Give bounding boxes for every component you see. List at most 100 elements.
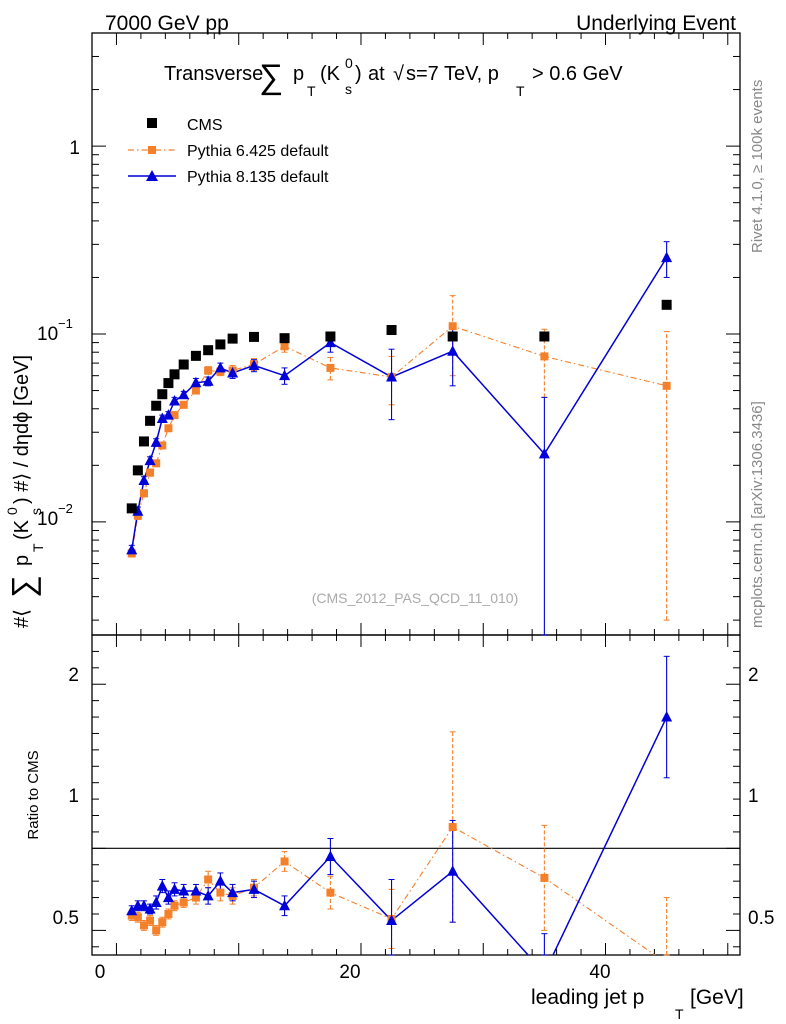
main-point-pythia6 bbox=[204, 366, 213, 375]
title-k-sup-zero: 0 bbox=[345, 55, 353, 71]
main-point-cms bbox=[126, 503, 137, 514]
main-point-cms bbox=[386, 325, 397, 336]
main-point-cms bbox=[249, 331, 259, 342]
ratio-point-pythia8 bbox=[202, 889, 214, 901]
axis-ticks bbox=[91, 32, 740, 955]
ratio-point-pythia8 bbox=[144, 903, 156, 914]
main-point-pythia6 bbox=[280, 342, 289, 351]
title-pt-sub-t: T bbox=[516, 83, 525, 99]
ratio-point-pythia8 bbox=[169, 883, 181, 894]
ratio-point-pythia8 bbox=[126, 904, 138, 916]
rivet-label: Rivet 4.1.0, ≥ 100k events bbox=[749, 80, 766, 253]
title-sqrt: √ bbox=[393, 63, 404, 85]
header-right: Underlying Event bbox=[576, 12, 736, 35]
main-point-pythia8 bbox=[144, 454, 156, 466]
ratio-point-pythia6 bbox=[191, 893, 200, 902]
main-point-cms bbox=[539, 331, 550, 342]
main-point-pythia6 bbox=[540, 352, 549, 361]
legend-label-pythia6: Pythia 6.425 default bbox=[187, 143, 329, 160]
title-k-sub-s: s bbox=[345, 81, 352, 97]
ratio-point-pythia8 bbox=[279, 899, 291, 911]
ratio-point-pythia6 bbox=[179, 898, 188, 907]
ratio-point-pythia8 bbox=[214, 875, 226, 886]
ylabel-pre: #⟨ bbox=[11, 609, 33, 628]
title-prefix: Transverse bbox=[164, 63, 263, 85]
ylabel-post: ) #⟩ / dηdϕ [GeV] bbox=[11, 355, 33, 504]
ratio-ytick-label-right-1: 1 bbox=[748, 786, 759, 807]
ratio-point-pythia6 bbox=[164, 909, 173, 918]
main-point-pythia8 bbox=[138, 474, 150, 486]
main-point-pythia6 bbox=[164, 424, 173, 433]
main-point-pythia8 bbox=[214, 361, 226, 373]
main-point-cms bbox=[215, 339, 226, 350]
ratio-point-pythia8 bbox=[178, 885, 190, 896]
ylabel-p-sub-t: T bbox=[30, 543, 46, 552]
title-close: ) bbox=[355, 63, 362, 85]
main-point-pythia8 bbox=[661, 251, 673, 263]
ratio-point-pythia8 bbox=[190, 885, 202, 896]
x-axis-label: leading jet p T [GeV] bbox=[531, 986, 744, 1022]
ytick-label-1: 1 bbox=[69, 138, 80, 159]
ratio-point-pythia6 bbox=[133, 913, 142, 922]
ytick-label-1e-1-base: 10 bbox=[37, 324, 58, 345]
main-point-pythia6 bbox=[326, 363, 335, 372]
main-point-pythia8 bbox=[324, 336, 336, 348]
ratio-point-pythia6 bbox=[540, 873, 549, 882]
header-left: 7000 GeV pp bbox=[105, 12, 229, 35]
main-point-cms bbox=[203, 345, 214, 356]
main-point-cms bbox=[151, 400, 162, 411]
main-point-pythia8 bbox=[126, 543, 138, 555]
ylabel-k-sub-s: s bbox=[28, 508, 44, 515]
legend-marker-pythia8 bbox=[146, 170, 158, 181]
ratio-point-pythia8 bbox=[248, 883, 260, 894]
ratio-point-pythia6 bbox=[204, 875, 213, 884]
main-point-cms bbox=[190, 350, 201, 361]
main-point-cms bbox=[178, 359, 189, 370]
mcplots-label: mcplots.cern.ch [arXiv:1306.3436] bbox=[749, 401, 766, 628]
xtick-label-20: 20 bbox=[339, 962, 360, 983]
ratio-point-pythia6 bbox=[152, 926, 161, 935]
ratio-point-pythia8 bbox=[227, 886, 239, 898]
title-at: at bbox=[368, 63, 385, 85]
title-sum-symbol: ∑ bbox=[259, 58, 283, 96]
ratio-y-axis-label: Ratio to CMS bbox=[25, 750, 42, 839]
ratio-point-pythia6 bbox=[170, 901, 179, 910]
main-point-pythia6 bbox=[179, 400, 188, 409]
ratio-panel-frame bbox=[91, 634, 741, 956]
xtick-label-0: 0 bbox=[95, 962, 106, 983]
ratio-point-pythia8 bbox=[447, 865, 459, 876]
main-point-pythia6 bbox=[448, 322, 457, 331]
x-tick-labels: 0 20 40 bbox=[95, 962, 611, 983]
series-lines bbox=[130, 257, 668, 955]
ratio-point-pythia6 bbox=[326, 888, 335, 897]
ratio-point-pythia6 bbox=[146, 916, 155, 925]
main-point-cms bbox=[132, 465, 143, 476]
legend-label-pythia8: Pythia 8.135 default bbox=[187, 169, 329, 186]
main-point-cms bbox=[163, 378, 174, 389]
ratio-point-pythia6 bbox=[127, 911, 136, 920]
main-point-pythia8 bbox=[227, 367, 239, 378]
main-point-pythia6 bbox=[152, 459, 161, 468]
main-point-pythia8 bbox=[202, 375, 214, 386]
analysis-watermark: (CMS_2012_PAS_QCD_11_010) bbox=[312, 590, 519, 606]
xlabel-sub-t: T bbox=[675, 1006, 684, 1022]
main-point-cms bbox=[169, 369, 180, 380]
legend-entry-pythia8: Pythia 8.135 default bbox=[128, 169, 329, 186]
ylabel-k-sup-zero: 0 bbox=[4, 507, 20, 515]
ratio-point-pythia6 bbox=[139, 921, 148, 930]
ratio-y-tick-labels: 0.5 1 2 0.5 1 2 bbox=[53, 665, 775, 929]
ratio-ytick-label-2: 2 bbox=[68, 665, 79, 686]
ratio-ytick-label-right-2: 2 bbox=[748, 665, 759, 686]
title-energy: s=7 TeV, p bbox=[406, 63, 499, 85]
main-point-pythia8 bbox=[190, 376, 202, 388]
data-markers bbox=[126, 251, 673, 935]
main-line-pythia8 bbox=[130, 257, 668, 550]
ytick-label-1e-2-base: 10 bbox=[37, 509, 58, 530]
ylabel-p: p bbox=[11, 555, 33, 566]
main-point-pythia8 bbox=[150, 436, 162, 447]
chart-title: Transverse ∑ p T (K 0 s ) at √ s=7 TeV, … bbox=[164, 55, 623, 99]
main-y-axis-label: #⟨ ∑ p T (K 0 s ) #⟩ / dηdϕ [GeV] bbox=[4, 355, 46, 628]
legend-entry-cms: CMS bbox=[147, 117, 223, 134]
ratio-point-pythia8 bbox=[138, 899, 150, 911]
ylabel-k: (K bbox=[11, 519, 33, 540]
